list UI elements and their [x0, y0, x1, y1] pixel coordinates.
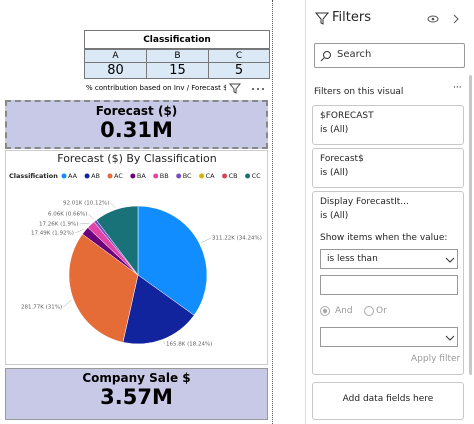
card-value: 0.31M [100, 118, 173, 142]
second-dropdown[interactable] [320, 327, 458, 347]
legend-label: CB [229, 172, 238, 180]
search-box[interactable]: Search [314, 43, 465, 68]
cell: 5 [208, 62, 270, 79]
filter-state: is (All) [320, 211, 349, 221]
filter-card[interactable]: $FORECAST is (All) [312, 105, 464, 145]
legend-marker [222, 173, 228, 179]
legend-marker [176, 173, 182, 179]
radio-buttons[interactable] [320, 305, 380, 317]
leader-line [88, 213, 95, 220]
leader-line [201, 237, 212, 243]
column-header: B [146, 49, 209, 63]
divider [272, 0, 273, 424]
legend-label: AA [68, 172, 78, 180]
card-value: 3.57M [100, 385, 173, 409]
add-fields[interactable]: Add data fields here [312, 382, 464, 420]
leader-line [163, 341, 166, 345]
data-label: 17.49K (1.92%) [31, 231, 74, 237]
legend-marker [153, 173, 159, 179]
legend-label: AC [114, 172, 123, 180]
legend-marker [107, 173, 113, 179]
scrollbar[interactable] [469, 75, 472, 375]
table-title: Classification [84, 30, 270, 49]
legend-marker [245, 173, 251, 179]
chevron [445, 257, 455, 263]
data-label: 281.77K (31%) [21, 305, 62, 311]
and-label: And [335, 306, 353, 316]
legend-label: CA [206, 172, 216, 180]
data-label: 92.01K (10.12%) [63, 201, 109, 207]
legend-label: BB [160, 172, 169, 180]
filter-name: $FORECAST [320, 111, 374, 121]
or-label: Or [376, 306, 387, 316]
filter-name: Display ForecastIt... [320, 197, 409, 207]
chart-title: Forecast ($) By Classification [57, 152, 216, 165]
card-label: Company Sale $ [82, 371, 191, 385]
legend-label: AB [91, 172, 100, 180]
legend-label: BA [137, 172, 146, 180]
pie-slice [68, 233, 139, 343]
add-fields-label: Add data fields here [342, 394, 434, 404]
filter-state: is (All) [320, 168, 349, 178]
pie-slice [137, 205, 208, 316]
filter-card[interactable]: Forecast$ is (All) [312, 148, 464, 188]
data-label: 6.06K (0.66%) [48, 212, 87, 218]
pane-title: Filters [332, 10, 371, 25]
kpi-card[interactable]: Company Sale $ 3.57M [5, 368, 268, 420]
show-items-label: Show items when the value: [320, 233, 448, 243]
leader-line [110, 202, 116, 208]
legend-title: Classification [9, 172, 58, 180]
legend-label: BC [183, 172, 192, 180]
cell: 80 [84, 62, 147, 79]
legend-marker [199, 173, 205, 179]
legend-marker [61, 173, 67, 179]
chevron [445, 335, 455, 341]
data-label: 311.22K (34.24%) [212, 236, 262, 242]
section-title: Filters on this visual [314, 87, 404, 97]
search-placeholder: Search [337, 49, 372, 60]
search-icon [320, 51, 331, 62]
pie-slice [122, 274, 195, 345]
more[interactable]: ··· [453, 83, 462, 93]
footer-icons [228, 83, 264, 94]
column-header: C [208, 49, 270, 63]
table-footer: % contribution based on Inv / Forecast $ [86, 84, 226, 92]
legend-marker [84, 173, 90, 179]
condition-dropdown[interactable]: is less than [320, 249, 458, 269]
pie-slice [95, 205, 139, 276]
apply-button[interactable]: Apply filter [411, 354, 461, 364]
funnel-icon [315, 12, 329, 25]
condition-value: is less than [327, 254, 378, 264]
value-input[interactable] [320, 275, 458, 295]
filter-name: Forecast$ [320, 154, 364, 164]
card-label: Forecast ($) [95, 104, 178, 118]
matrix-table: Classification A 80 B 15 C 5 % contribution b… [84, 30, 270, 98]
kpi-card[interactable]: Forecast ($) 0.31M [5, 100, 268, 149]
filter-card[interactable]: Display ForecastIt... is (All) Show item… [312, 191, 464, 375]
leader-line [62, 299, 72, 308]
cell: 15 [146, 62, 209, 79]
leader-line [74, 229, 84, 234]
data-label: 165.8K (18.24%) [166, 342, 212, 348]
data-label: 17.26K (1.9%) [39, 222, 78, 228]
pie-chart: Forecast ($) By Classification Classific… [5, 150, 268, 365]
pane-icons[interactable] [426, 12, 466, 26]
filter-state: is (All) [320, 125, 349, 135]
column-header: A [84, 49, 147, 63]
legend-marker [130, 173, 136, 179]
leader-line [79, 222, 90, 225]
legend-label: CC [252, 172, 262, 180]
